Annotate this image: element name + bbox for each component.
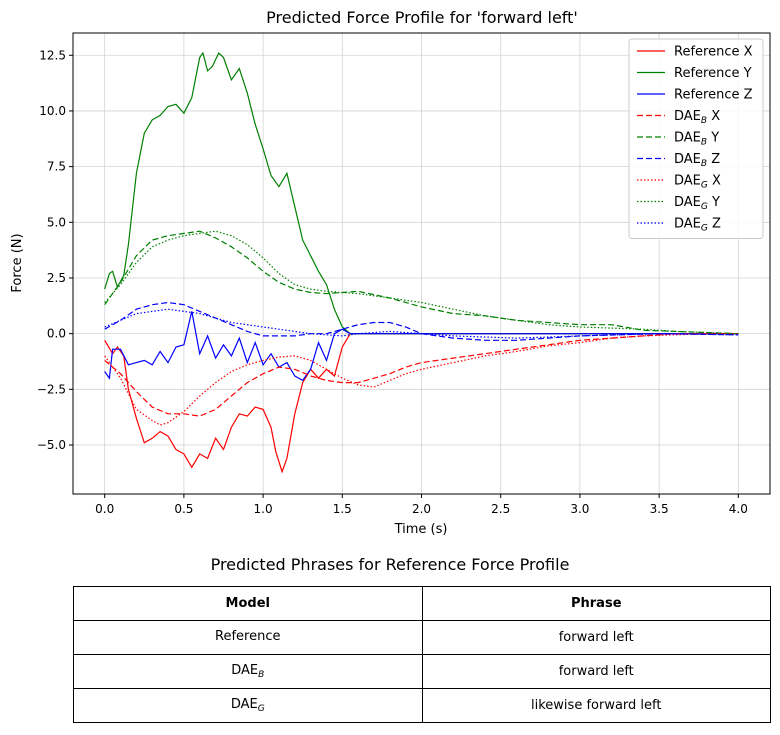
series-line-dae-b-y xyxy=(104,230,739,335)
series-line-dae-b-x xyxy=(104,333,739,417)
legend: Reference X Reference Y Reference Z DAEB X D… xyxy=(628,38,764,239)
series-line-dae-g-z xyxy=(104,308,739,339)
x-tick-label: 2.5 xyxy=(491,502,510,516)
legend-label: Reference X xyxy=(674,45,753,60)
x-tick-label: 0.5 xyxy=(174,502,193,516)
cell-model: DAEB xyxy=(73,654,423,689)
legend-label: DAEG X xyxy=(674,174,721,191)
y-tick-label: 5.0 xyxy=(47,215,66,229)
legend-label: DAEG Y xyxy=(674,195,720,212)
x-tick-label: 1.0 xyxy=(254,502,273,516)
legend-label: DAEB Z xyxy=(674,152,720,169)
cell-phrase: forward left xyxy=(421,654,771,689)
table-title: Predicted Phrases for Reference Force Pr… xyxy=(210,555,570,574)
x-axis-label: Time (s) xyxy=(394,522,448,537)
legend-label: DAEG Z xyxy=(674,217,721,234)
table-row: DAEG likewise forward left xyxy=(73,688,771,723)
y-tick-label: −2.5 xyxy=(37,382,66,396)
table-row: DAEB forward left xyxy=(73,654,771,689)
y-tick-label: 12.5 xyxy=(39,48,66,62)
x-tick-label: 2.0 xyxy=(412,502,431,516)
legend-label: Reference Z xyxy=(674,88,753,103)
table-row: Reference forward left xyxy=(73,620,771,655)
chart-title: Predicted Force Profile for 'forward lef… xyxy=(266,8,578,27)
y-tick-label: 10.0 xyxy=(39,104,66,118)
x-tick-label: 3.0 xyxy=(570,502,589,516)
series-line-dae-g-y xyxy=(104,230,739,335)
y-tick-label: 7.5 xyxy=(47,160,66,174)
x-tick-label: 3.5 xyxy=(650,502,669,516)
plot-frame xyxy=(72,32,771,495)
x-tick-label: 1.5 xyxy=(333,502,352,516)
series-line-dae-g-x xyxy=(104,333,739,426)
series-line-dae-b-z xyxy=(104,301,739,341)
header-phrase: Phrase xyxy=(421,586,771,621)
x-tick-label: 4.0 xyxy=(729,502,748,516)
cell-model: DAEG xyxy=(73,688,423,723)
legend-label: Reference Y xyxy=(674,66,752,81)
legend-label: DAEB Y xyxy=(674,131,719,148)
cell-phrase: likewise forward left xyxy=(421,688,771,723)
header-model: Model xyxy=(73,586,423,621)
series-line-reference-z xyxy=(104,311,739,382)
cell-phrase: forward left xyxy=(421,620,771,655)
phrase-table: Model Phrase Reference forward left DAEB… xyxy=(73,586,771,723)
y-axis-label: Force (N) xyxy=(10,233,25,292)
y-tick-label: −5.0 xyxy=(37,438,66,452)
x-tick-label: 0.0 xyxy=(95,502,114,516)
table-header-row: Model Phrase xyxy=(73,586,771,621)
legend-box xyxy=(628,38,764,239)
cell-model: Reference xyxy=(73,620,423,655)
force-profile-chart: Predicted Force Profile for 'forward lef… xyxy=(10,8,771,537)
legend-label: DAEB X xyxy=(674,109,720,126)
y-tick-label: 2.5 xyxy=(47,271,66,285)
y-tick-label: 0.0 xyxy=(47,327,66,341)
